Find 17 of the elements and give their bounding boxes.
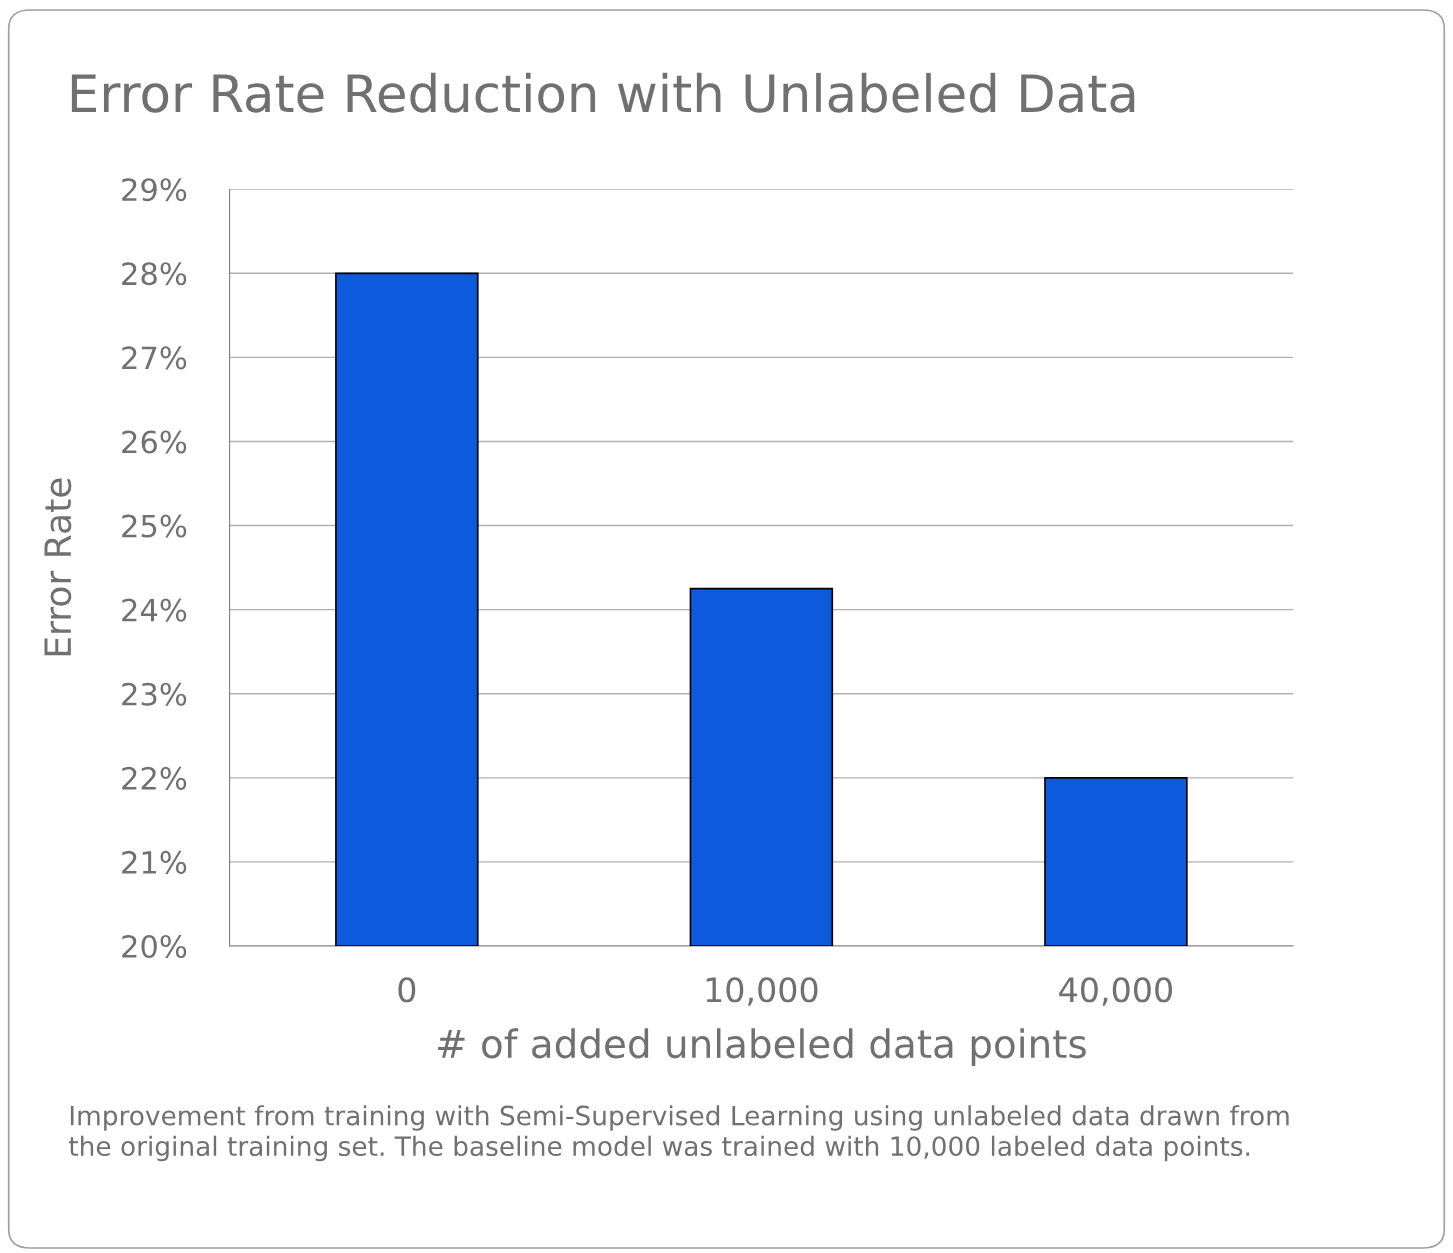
chart-title: Error Rate Reduction with Unlabeled Data (71, 72, 1135, 113)
x-tick-label: 10,000 (706, 977, 818, 1006)
y-tick-label: 20% (122, 934, 187, 959)
y-tick-label: 28% (122, 262, 187, 286)
y-tick-label: 21% (122, 850, 187, 874)
y-tick-label: 25% (122, 514, 187, 538)
y-tick-label: 22% (122, 766, 187, 790)
x-tick-label: 0 (398, 977, 416, 1003)
y-tick-label: 26% (122, 430, 187, 454)
text: Improvement from training with Semi-Supervised Learning using unlabeled data drawn from the original training set. The baseline model was trained with 10,000 labeled data points. (69, 1105, 1289, 1162)
y-axis-title: Error Rate (44, 478, 72, 656)
y-tick-label: 24% (122, 598, 187, 622)
x-axis-title: # of added unlabeled data points (438, 1028, 1086, 1066)
y-tick-label: 27% (122, 346, 187, 370)
y-tick-label: 29% (122, 178, 187, 202)
x-tick-label: 40,000 (1059, 977, 1173, 1006)
y-tick-label: 23% (122, 682, 187, 706)
